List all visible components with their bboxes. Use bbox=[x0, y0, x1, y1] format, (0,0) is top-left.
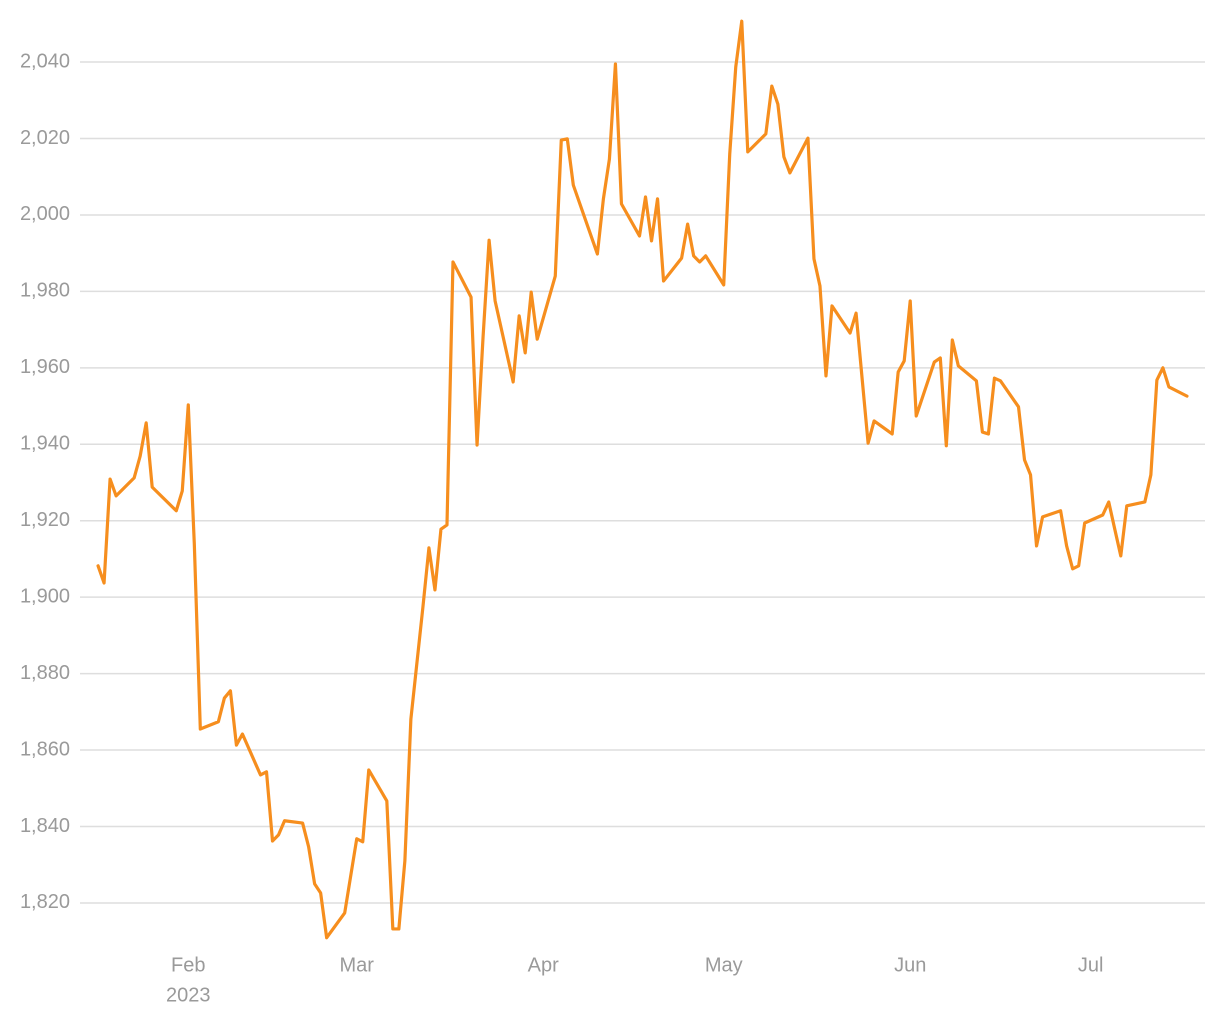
y-tick-label: 1,840 bbox=[20, 815, 70, 837]
x-tick-year: 2023 bbox=[166, 984, 211, 1006]
y-tick-label: 1,880 bbox=[20, 662, 70, 684]
y-tick-label: 1,960 bbox=[20, 356, 70, 378]
y-tick-label: 1,900 bbox=[20, 585, 70, 607]
y-tick-label: 1,820 bbox=[20, 891, 70, 913]
x-tick-label: Apr bbox=[528, 954, 559, 976]
x-tick-label: Feb bbox=[171, 954, 205, 976]
y-tick-label: 2,040 bbox=[20, 50, 70, 72]
x-tick-label: Mar bbox=[340, 954, 375, 976]
y-tick-label: 1,860 bbox=[20, 738, 70, 760]
x-tick-label: Jul bbox=[1078, 954, 1104, 976]
price-line bbox=[96, 19, 1189, 940]
y-tick-label: 1,920 bbox=[20, 509, 70, 531]
y-tick-label: 1,980 bbox=[20, 280, 70, 302]
y-tick-label: 2,000 bbox=[20, 203, 70, 225]
x-tick-label: May bbox=[705, 954, 743, 976]
y-tick-label: 2,020 bbox=[20, 127, 70, 149]
y-tick-label: 1,940 bbox=[20, 433, 70, 455]
x-tick-label: Jun bbox=[894, 954, 926, 976]
